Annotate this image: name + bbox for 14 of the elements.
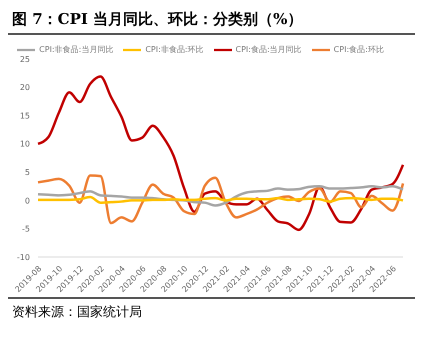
y-tick-label: -10 bbox=[16, 252, 30, 262]
y-tick-label: -5 bbox=[22, 224, 30, 234]
legend-label: CPI:非食品:环比 bbox=[145, 45, 204, 54]
y-tick-label: 20 bbox=[20, 83, 30, 92]
y-tick-label: 5 bbox=[24, 168, 30, 177]
legend-label: CPI:非食品:当月同比 bbox=[39, 45, 114, 54]
y-tick-label: 10 bbox=[20, 140, 30, 149]
y-tick-label: 25 bbox=[20, 54, 30, 64]
chart-title: 图 7：CPI 当月同比、环比：分类别（%） bbox=[8, 8, 415, 35]
y-tick-label: 15 bbox=[20, 111, 30, 120]
y-tick-label: 0 bbox=[24, 196, 30, 206]
legend-label: CPI:食品:当月同比 bbox=[236, 45, 302, 54]
legend-label: CPI:食品:环比 bbox=[334, 45, 384, 54]
text: 资料来源：国家统计局 bbox=[12, 304, 143, 321]
